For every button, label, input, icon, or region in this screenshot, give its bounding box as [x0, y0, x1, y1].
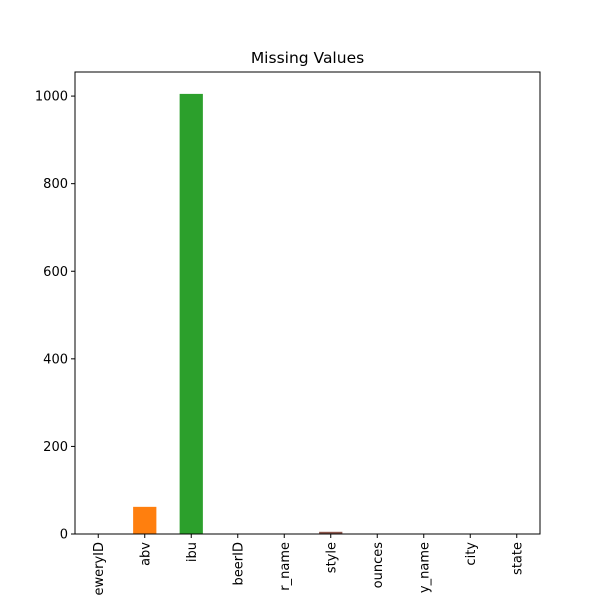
x-tick-label: eweryID: [92, 542, 107, 596]
bar: [319, 531, 343, 534]
plot-frame: [74, 71, 541, 535]
bar: [179, 93, 203, 534]
x-tick-label: ounces: [371, 542, 386, 589]
y-tick-label: 400: [43, 352, 68, 367]
x-tick-label: abv: [138, 542, 153, 566]
x-tick-label: beerID: [231, 542, 246, 585]
x-tick-label: style: [324, 542, 339, 573]
x-tick-label: city: [464, 542, 479, 566]
y-tick-label: 0: [60, 528, 68, 543]
y-tick-label: 800: [43, 177, 68, 192]
y-tick-label: 1000: [35, 90, 68, 105]
y-tick-label: 200: [43, 440, 68, 455]
x-tick-label: r_name: [278, 542, 293, 591]
x-tick-label: y_name: [417, 542, 432, 593]
x-tick-label: state: [510, 542, 525, 575]
chart-title: Missing Values: [251, 49, 364, 67]
y-tick-label: 600: [43, 265, 68, 280]
bar: [133, 506, 157, 534]
x-tick-label: ibu: [185, 542, 200, 562]
